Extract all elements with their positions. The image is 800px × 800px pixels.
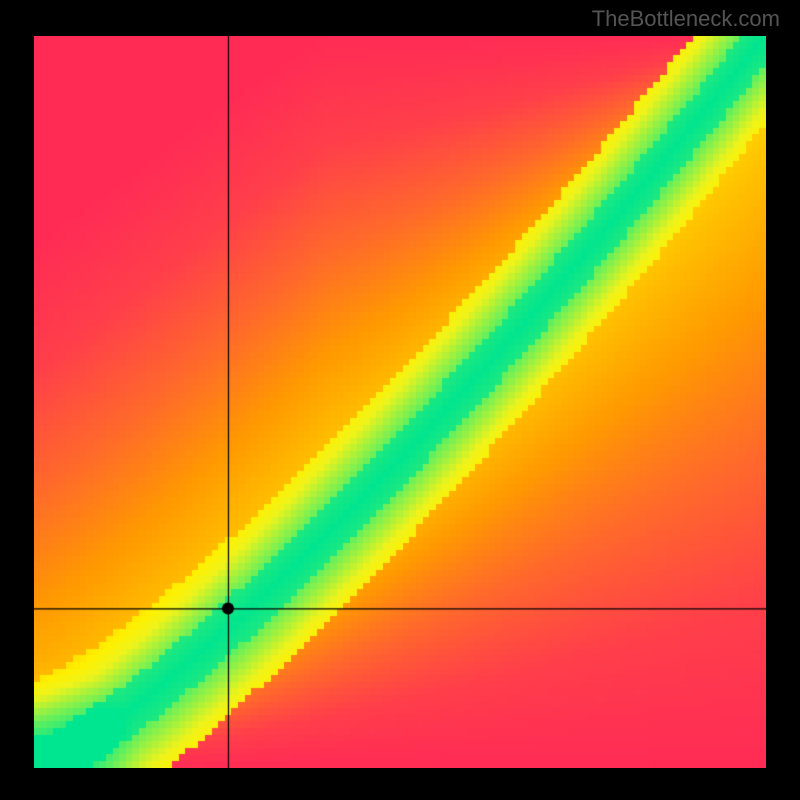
watermark-text: TheBottleneck.com <box>592 6 780 32</box>
chart-container: TheBottleneck.com <box>0 0 800 800</box>
heatmap-plot <box>34 36 766 768</box>
heatmap-canvas <box>34 36 766 768</box>
